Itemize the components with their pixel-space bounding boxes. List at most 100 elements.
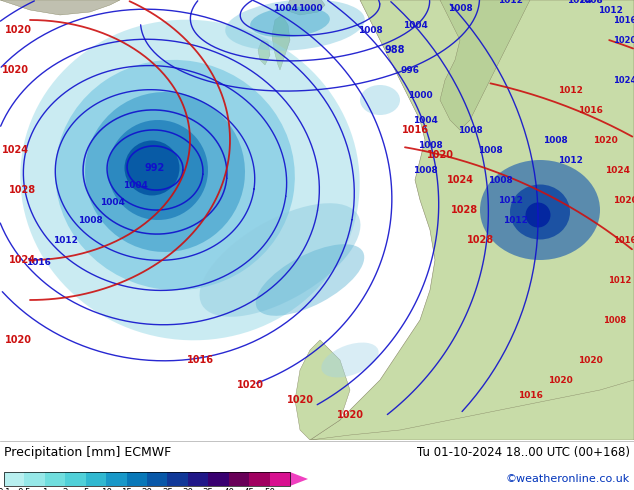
Text: 1008: 1008 <box>477 146 502 154</box>
Polygon shape <box>290 472 308 486</box>
Text: 1012: 1012 <box>503 216 527 224</box>
Text: 1024: 1024 <box>567 0 593 4</box>
Text: 1004: 1004 <box>273 3 297 13</box>
Ellipse shape <box>360 85 400 115</box>
Ellipse shape <box>250 7 330 37</box>
Bar <box>127 472 147 486</box>
Text: 1: 1 <box>42 488 48 490</box>
Text: ©weatheronline.co.uk: ©weatheronline.co.uk <box>506 474 630 484</box>
Text: 1020: 1020 <box>612 196 634 204</box>
Bar <box>86 472 106 486</box>
Text: 1012: 1012 <box>598 5 623 15</box>
Polygon shape <box>0 0 120 15</box>
Bar <box>45 472 65 486</box>
Text: 40: 40 <box>223 488 234 490</box>
Text: 1024: 1024 <box>605 166 630 174</box>
Bar <box>167 472 188 486</box>
Text: 1028: 1028 <box>8 185 36 195</box>
Text: 1020: 1020 <box>337 410 363 420</box>
Text: 1012: 1012 <box>53 236 77 245</box>
Text: 988: 988 <box>385 45 405 55</box>
Ellipse shape <box>20 20 359 341</box>
Text: 1020: 1020 <box>613 35 634 45</box>
Text: 30: 30 <box>183 488 193 490</box>
Text: 1008: 1008 <box>448 3 472 13</box>
Text: 1008: 1008 <box>418 141 443 149</box>
Polygon shape <box>310 0 634 440</box>
Text: 20: 20 <box>141 488 153 490</box>
Text: 1016: 1016 <box>186 355 214 365</box>
Text: 1028: 1028 <box>451 205 479 215</box>
Text: 1020: 1020 <box>427 150 453 160</box>
Polygon shape <box>440 0 530 130</box>
Text: 5: 5 <box>83 488 89 490</box>
Text: 1020: 1020 <box>1 65 29 75</box>
Text: 45: 45 <box>243 488 255 490</box>
Text: 1004: 1004 <box>122 180 148 190</box>
Text: 1016: 1016 <box>517 391 543 399</box>
Text: 1020: 1020 <box>548 375 573 385</box>
Text: 1004: 1004 <box>403 21 427 29</box>
Polygon shape <box>285 0 325 15</box>
Text: 1008: 1008 <box>77 216 102 224</box>
Text: 25: 25 <box>162 488 173 490</box>
Polygon shape <box>310 380 634 440</box>
Text: 35: 35 <box>203 488 214 490</box>
Text: 1008: 1008 <box>458 125 482 134</box>
Ellipse shape <box>225 0 365 50</box>
Text: 10: 10 <box>101 488 112 490</box>
Bar <box>147 472 167 486</box>
Text: 1024: 1024 <box>8 255 36 265</box>
Bar <box>25 472 45 486</box>
Text: 1016: 1016 <box>25 258 51 267</box>
Bar <box>4 472 25 486</box>
Text: 1028: 1028 <box>467 235 493 245</box>
Text: 2: 2 <box>63 488 68 490</box>
Text: 1004: 1004 <box>413 116 437 124</box>
Text: 0.1: 0.1 <box>0 488 11 490</box>
Text: 1016: 1016 <box>613 16 634 24</box>
Text: 1012: 1012 <box>557 155 583 165</box>
Bar <box>209 472 229 486</box>
Text: 1012: 1012 <box>498 0 522 4</box>
Ellipse shape <box>510 185 570 240</box>
Text: 1020: 1020 <box>593 136 618 145</box>
Ellipse shape <box>108 120 208 220</box>
Text: 1008: 1008 <box>488 175 512 185</box>
Text: 1008: 1008 <box>604 316 626 324</box>
Bar <box>4 472 290 486</box>
Text: 1020: 1020 <box>4 25 32 35</box>
Ellipse shape <box>55 60 295 290</box>
Polygon shape <box>258 40 270 65</box>
Bar <box>106 472 127 486</box>
Ellipse shape <box>526 202 550 227</box>
Text: 996: 996 <box>401 66 420 74</box>
Text: 1024: 1024 <box>613 75 634 84</box>
Text: 992: 992 <box>145 163 165 173</box>
Ellipse shape <box>85 92 245 252</box>
Text: 1008: 1008 <box>578 0 602 4</box>
Text: 1016: 1016 <box>401 125 429 135</box>
Text: 1000: 1000 <box>298 3 322 13</box>
Bar <box>65 472 86 486</box>
Ellipse shape <box>321 343 378 377</box>
Text: 0.5: 0.5 <box>18 488 31 490</box>
Text: 1016: 1016 <box>613 236 634 245</box>
Bar <box>249 472 269 486</box>
Text: 1020: 1020 <box>4 335 32 345</box>
Text: 1012: 1012 <box>557 85 583 95</box>
Text: 1020: 1020 <box>236 380 264 390</box>
Text: 1020: 1020 <box>578 356 602 365</box>
Text: 1024: 1024 <box>1 145 29 155</box>
Text: 1024: 1024 <box>446 175 474 185</box>
Text: 1012: 1012 <box>608 275 631 285</box>
Text: 1008: 1008 <box>543 136 567 145</box>
Text: 1020: 1020 <box>287 395 313 405</box>
Text: 15: 15 <box>121 488 132 490</box>
Text: 1012: 1012 <box>498 196 522 204</box>
Bar <box>269 472 290 486</box>
Ellipse shape <box>256 244 365 316</box>
Bar <box>188 472 209 486</box>
Polygon shape <box>272 15 290 70</box>
Text: 1004: 1004 <box>100 197 124 206</box>
